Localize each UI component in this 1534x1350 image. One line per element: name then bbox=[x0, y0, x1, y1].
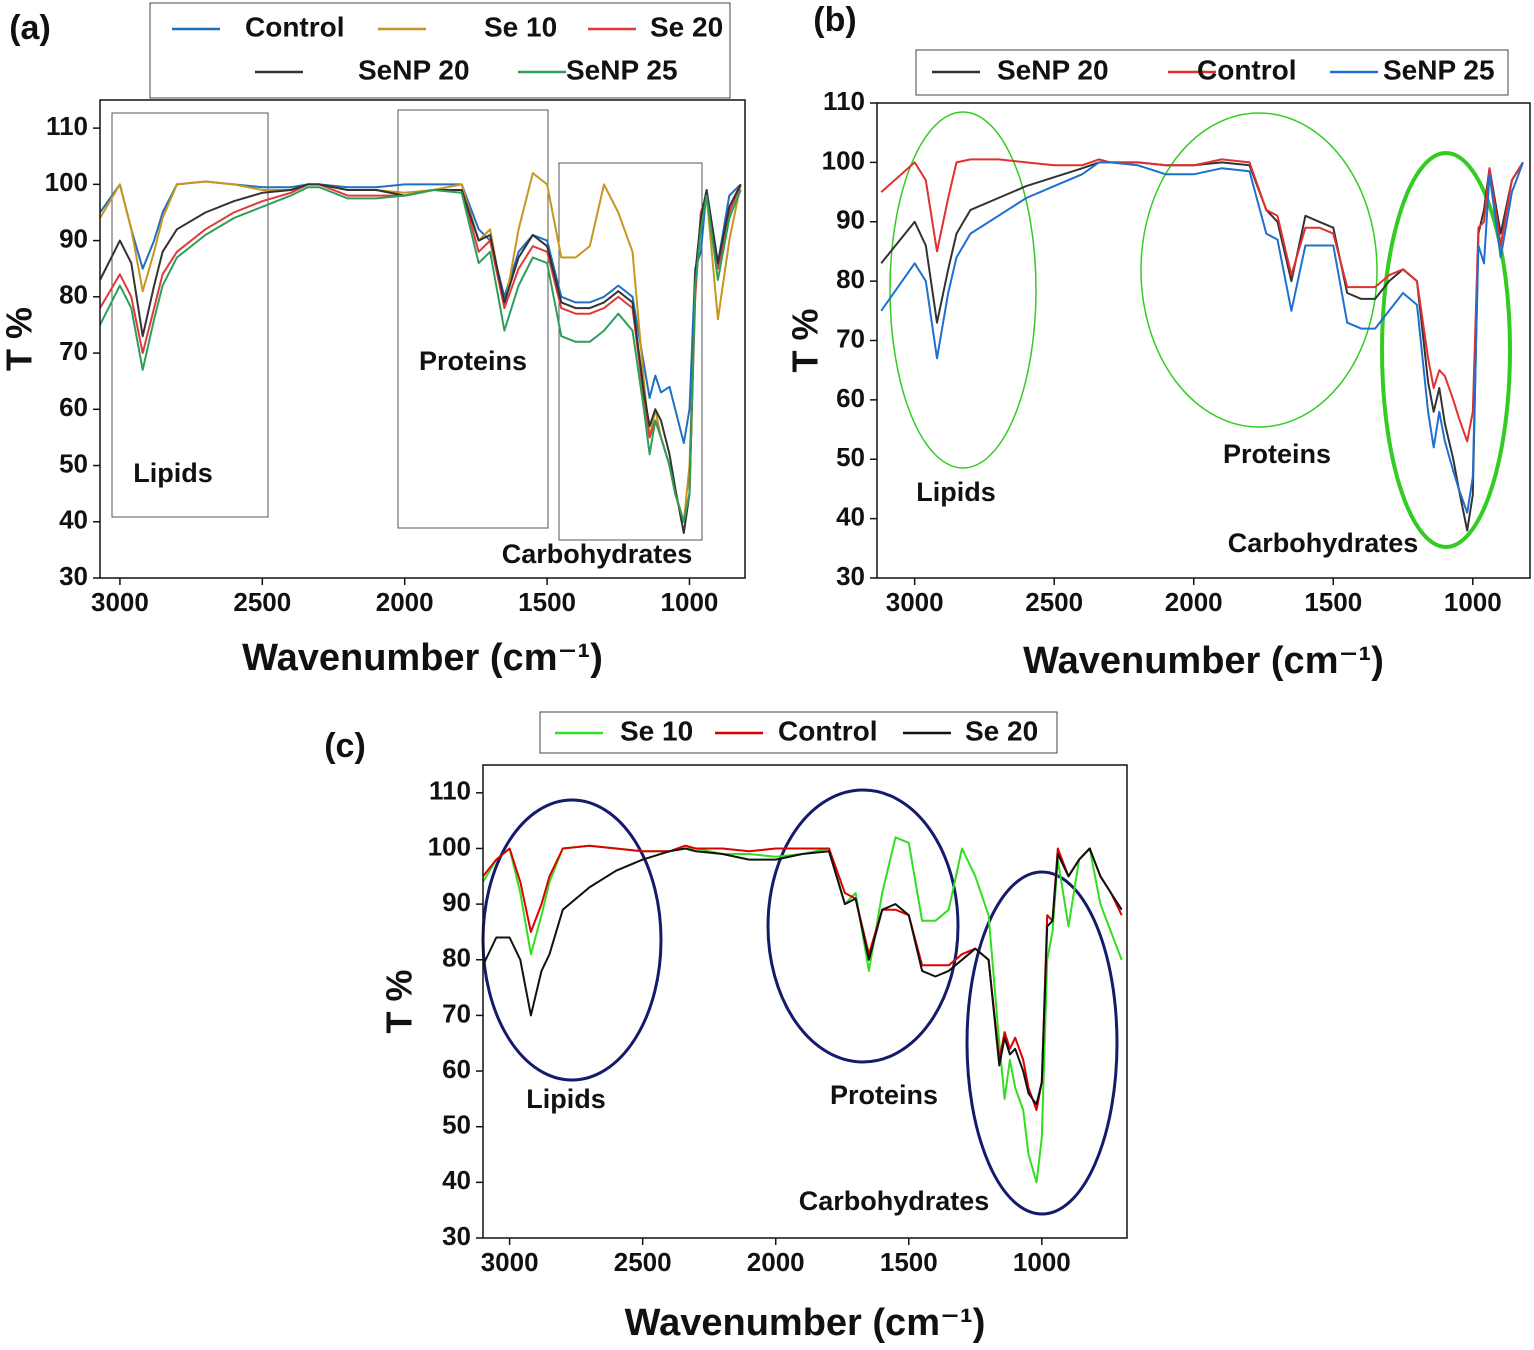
region-box bbox=[558, 162, 703, 541]
x-tick-label: 2500 bbox=[233, 587, 291, 617]
y-tick-label: 50 bbox=[836, 442, 865, 472]
axes-frame bbox=[482, 764, 1128, 1239]
legend-box bbox=[149, 2, 731, 99]
y-tick-label: 90 bbox=[59, 223, 88, 253]
region-ellipse bbox=[766, 788, 960, 1064]
series-line bbox=[100, 183, 742, 534]
annotation: Proteins bbox=[1223, 439, 1331, 469]
y-tick-label: 60 bbox=[59, 392, 88, 422]
legend-label: SeNP 20 bbox=[997, 54, 1109, 85]
series-line bbox=[483, 847, 1123, 1106]
y-axis-title: T % bbox=[379, 969, 420, 1033]
x-tick-label: 1000 bbox=[1013, 1247, 1071, 1277]
region-ellipse bbox=[1380, 151, 1512, 549]
x-axis-title: Wavenumber (cm⁻¹) bbox=[1023, 640, 1384, 682]
annotation: Lipids bbox=[133, 458, 213, 488]
y-tick-label: 30 bbox=[59, 561, 88, 591]
x-tick-label: 2000 bbox=[747, 1247, 805, 1277]
x-tick-label: 2000 bbox=[1165, 587, 1223, 617]
x-tick-label: 3000 bbox=[91, 587, 149, 617]
y-tick-label: 40 bbox=[836, 502, 865, 532]
annotation: Carbohydrates bbox=[799, 1186, 990, 1216]
series-line bbox=[880, 161, 1524, 532]
y-tick-label: 60 bbox=[836, 383, 865, 413]
annotation: Lipids bbox=[916, 477, 996, 507]
region-ellipse bbox=[1140, 112, 1378, 428]
y-tick-label: 100 bbox=[822, 145, 865, 175]
legend-label: SeNP 25 bbox=[566, 54, 678, 85]
legend-label: SeNP 25 bbox=[1383, 54, 1495, 85]
y-tick-label: 80 bbox=[442, 943, 471, 973]
y-axis-title: T % bbox=[785, 308, 826, 372]
legend-label: Se 10 bbox=[484, 11, 557, 42]
y-tick-label: 60 bbox=[442, 1054, 471, 1084]
series-line bbox=[880, 158, 1524, 443]
region-ellipse bbox=[965, 870, 1119, 1216]
y-tick-label: 50 bbox=[442, 1110, 471, 1140]
x-tick-label: 1500 bbox=[518, 587, 576, 617]
x-tick-label: 2500 bbox=[614, 1247, 672, 1277]
x-tick-label: 1500 bbox=[880, 1247, 938, 1277]
x-tick-label: 1000 bbox=[661, 587, 719, 617]
annotation: Carbohydrates bbox=[1228, 528, 1419, 558]
region-box bbox=[111, 112, 269, 518]
x-tick-label: 2500 bbox=[1025, 587, 1083, 617]
y-tick-label: 110 bbox=[46, 111, 88, 141]
y-tick-label: 110 bbox=[823, 86, 865, 116]
y-tick-label: 40 bbox=[442, 1165, 471, 1195]
panel-label: (b) bbox=[813, 1, 856, 39]
annotation: Lipids bbox=[526, 1084, 606, 1114]
legend-label: Control bbox=[245, 11, 345, 42]
series-line bbox=[483, 836, 1123, 1184]
legend-label: Control bbox=[778, 715, 878, 746]
axes-frame bbox=[99, 99, 746, 579]
legend-label: SeNP 20 bbox=[358, 54, 470, 85]
y-tick-label: 90 bbox=[836, 205, 865, 235]
legend-box bbox=[539, 711, 1058, 754]
x-tick-label: 1500 bbox=[1304, 587, 1362, 617]
y-tick-label: 80 bbox=[836, 264, 865, 294]
y-tick-label: 30 bbox=[836, 561, 865, 591]
x-tick-label: 3000 bbox=[481, 1247, 539, 1277]
legend-label: Se 10 bbox=[620, 715, 693, 746]
plot-area bbox=[483, 836, 1123, 1184]
y-tick-label: 70 bbox=[836, 323, 865, 353]
panel-label: (c) bbox=[324, 727, 366, 765]
x-tick-label: 2000 bbox=[376, 587, 434, 617]
y-tick-label: 100 bbox=[428, 831, 471, 861]
plot-area bbox=[100, 172, 742, 534]
series-line bbox=[100, 186, 742, 523]
x-tick-label: 3000 bbox=[886, 587, 944, 617]
y-tick-label: 100 bbox=[45, 167, 88, 197]
y-tick-label: 30 bbox=[442, 1221, 471, 1251]
annotation: Proteins bbox=[419, 346, 527, 376]
annotation: Proteins bbox=[830, 1080, 938, 1110]
y-tick-label: 90 bbox=[442, 887, 471, 917]
panel-label: (a) bbox=[9, 9, 51, 47]
y-tick-label: 80 bbox=[59, 280, 88, 310]
y-tick-label: 50 bbox=[59, 448, 88, 478]
y-tick-label: 40 bbox=[59, 505, 88, 535]
legend-label: Control bbox=[1197, 54, 1297, 85]
series-line bbox=[483, 844, 1123, 1111]
series-line bbox=[880, 161, 1524, 514]
y-tick-label: 70 bbox=[442, 998, 471, 1028]
y-tick-label: 110 bbox=[429, 776, 471, 806]
region-ellipse bbox=[889, 111, 1037, 469]
y-axis-title: T % bbox=[0, 307, 40, 371]
plot-area bbox=[880, 158, 1524, 532]
legend-label: Se 20 bbox=[650, 11, 723, 42]
x-axis-title: Wavenumber (cm⁻¹) bbox=[625, 1302, 986, 1344]
x-axis-title: Wavenumber (cm⁻¹) bbox=[242, 637, 603, 679]
legend-label: Se 20 bbox=[965, 715, 1038, 746]
x-tick-label: 1000 bbox=[1444, 587, 1502, 617]
y-tick-label: 70 bbox=[59, 336, 88, 366]
annotation: Carbohydrates bbox=[502, 539, 693, 569]
region-box bbox=[397, 109, 549, 529]
